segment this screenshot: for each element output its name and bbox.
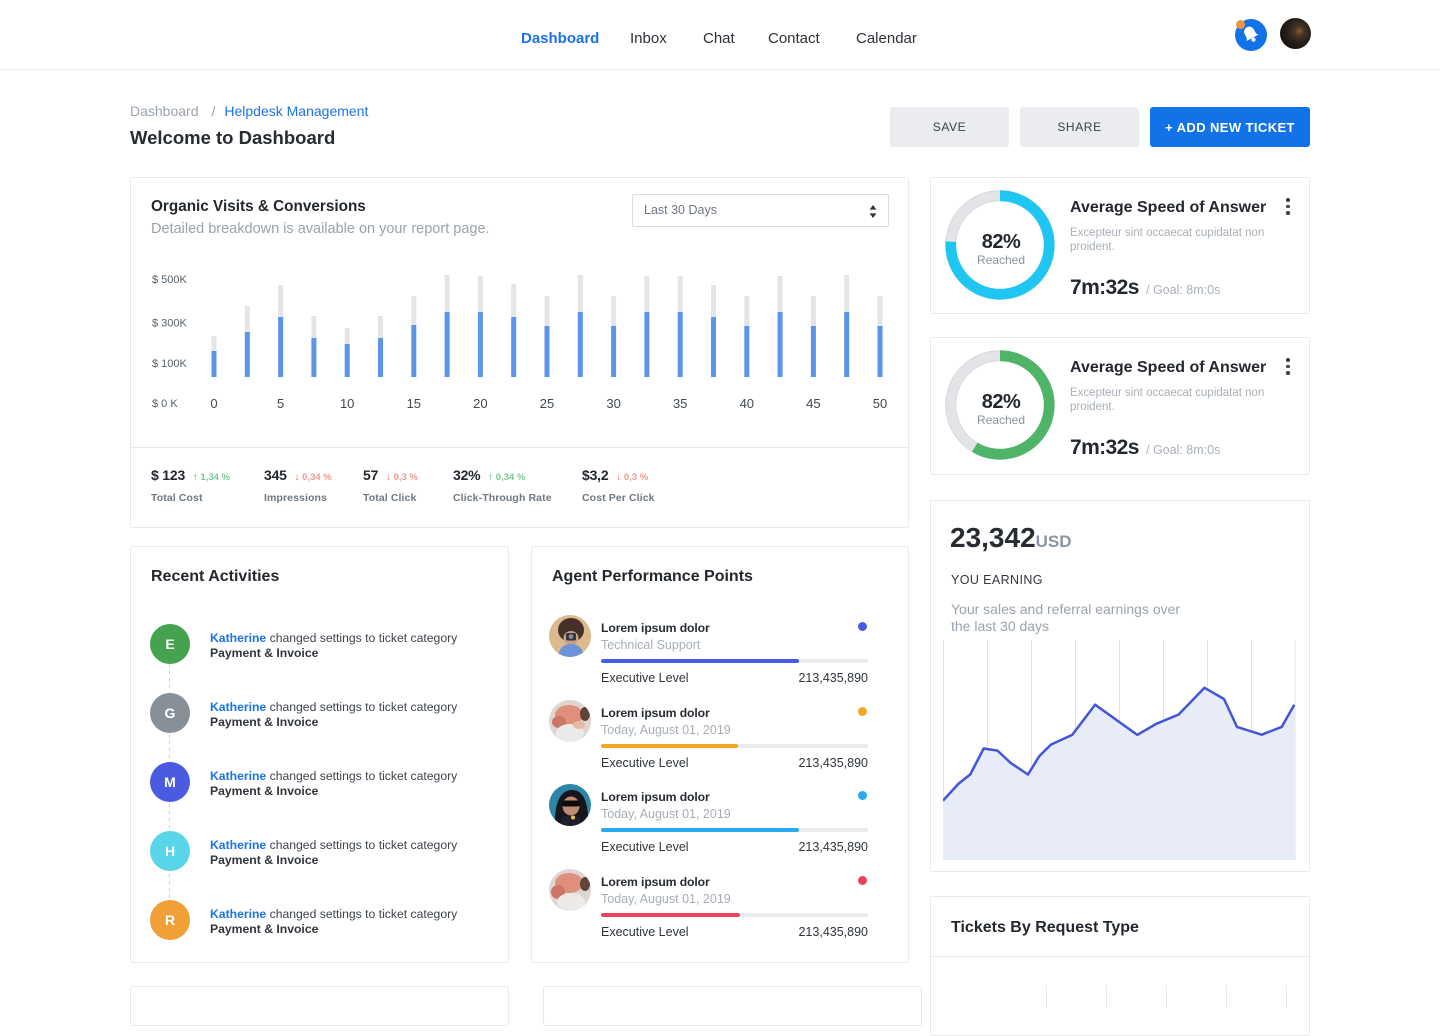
svg-text:$ 300K: $ 300K [152,318,188,330]
svg-text:10: 10 [340,396,354,411]
svg-text:50: 50 [873,396,887,411]
svg-text:5: 5 [277,396,284,411]
svg-text:30: 30 [606,396,620,411]
svg-text:15: 15 [407,396,421,411]
svg-text:$ 0 K: $ 0 K [152,398,178,410]
svg-text:45: 45 [806,396,820,411]
svg-text:$ 500K: $ 500K [152,274,188,286]
svg-text:0: 0 [210,396,217,411]
svg-text:20: 20 [473,396,487,411]
svg-text:$ 100K: $ 100K [152,358,188,370]
svg-text:40: 40 [740,396,754,411]
svg-text:25: 25 [540,396,554,411]
svg-text:35: 35 [673,396,687,411]
